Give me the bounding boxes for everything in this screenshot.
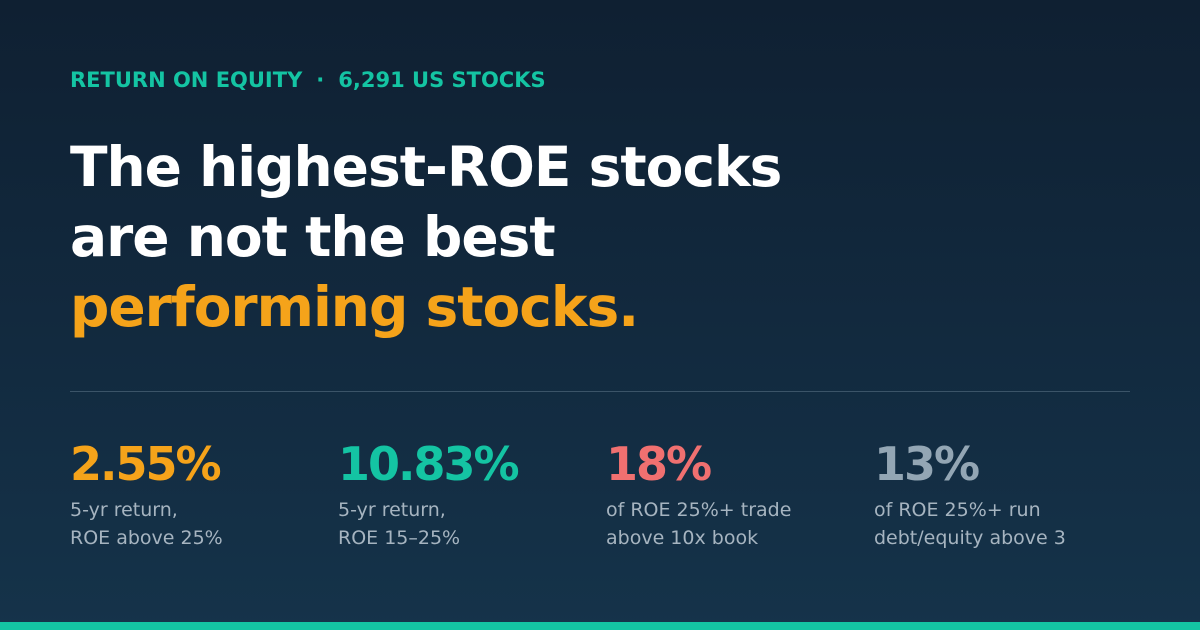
stat-description-line: ROE above 25% — [70, 527, 223, 549]
stat-description-line: 5-yr return, — [338, 499, 446, 521]
stat-price-to-book: 18% of ROE 25%+ trade above 10x book — [606, 436, 856, 552]
stat-description: 5-yr return, ROE above 25% — [70, 496, 320, 552]
eyebrow-label: RETURN ON EQUITY · 6,291 US STOCKS — [70, 68, 546, 92]
stat-description: of ROE 25%+ run debt/equity above 3 — [874, 496, 1124, 552]
stat-description-line: of ROE 25%+ run — [874, 499, 1041, 521]
headline-line-3-highlight: performing stocks. — [70, 275, 639, 339]
stat-value: 2.55% — [70, 437, 222, 491]
stat-value: 13% — [874, 437, 980, 491]
headline-line-1: The highest-ROE stocks — [70, 135, 782, 199]
headline-line-2: are not the best — [70, 205, 556, 269]
eyebrow-topic: RETURN ON EQUITY — [70, 68, 303, 92]
divider — [70, 391, 1130, 392]
headline: The highest-ROE stocks are not the best … — [70, 132, 1150, 342]
stat-description-line: 5-yr return, — [70, 499, 178, 521]
eyebrow-separator: · — [316, 68, 325, 92]
stat-description-line: of ROE 25%+ trade — [606, 499, 792, 521]
stat-debt-equity: 13% of ROE 25%+ run debt/equity above 3 — [874, 436, 1124, 552]
stat-description-line: ROE 15–25% — [338, 527, 461, 549]
stat-description: 5-yr return, ROE 15–25% — [338, 496, 588, 552]
eyebrow-count: 6,291 US STOCKS — [338, 68, 546, 92]
stat-description: of ROE 25%+ trade above 10x book — [606, 496, 856, 552]
stat-mid-roe-return: 10.83% 5-yr return, ROE 15–25% — [338, 436, 588, 552]
stat-value: 18% — [606, 437, 712, 491]
stat-high-roe-return: 2.55% 5-yr return, ROE above 25% — [70, 436, 320, 552]
stat-description-line: debt/equity above 3 — [874, 527, 1066, 549]
stat-value: 10.83% — [338, 437, 520, 491]
bottom-accent-bar — [0, 622, 1200, 630]
stat-description-line: above 10x book — [606, 527, 759, 549]
